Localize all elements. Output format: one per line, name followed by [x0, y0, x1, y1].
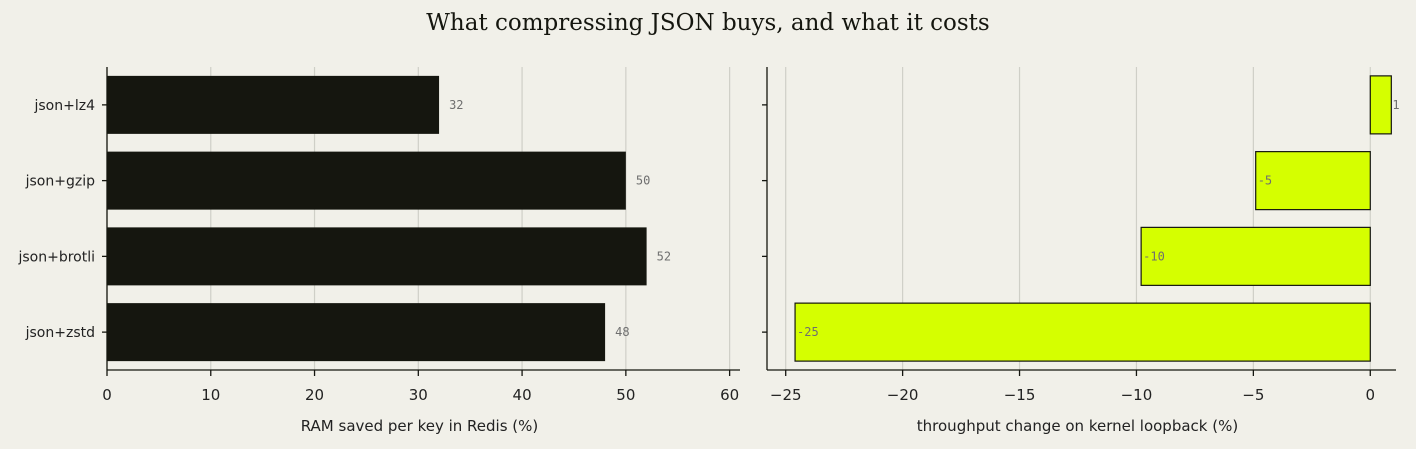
data-label: 1: [1392, 98, 1399, 112]
x-tick-label: 10: [201, 386, 220, 404]
bar-json-gzip: [107, 151, 626, 210]
category-label: json+gzip: [25, 174, 95, 190]
x-tick-label: 50: [616, 386, 635, 404]
bar-json-gzip: [1255, 151, 1371, 211]
bar-json-lz4: [1369, 75, 1392, 135]
data-label: -10: [1143, 249, 1165, 263]
x-tick-label: 30: [409, 386, 428, 404]
ram-saved-panel: 32 json+lz4 50 json+gzip 52 json+brotli 48 json…: [17, 67, 740, 435]
data-label: 32: [449, 98, 463, 112]
category-label: json+brotli: [17, 249, 95, 265]
category-label: json+zstd: [25, 325, 95, 341]
data-label: -5: [1258, 174, 1272, 188]
x-tick-label: 20: [305, 386, 324, 404]
bar-json-zstd: [107, 303, 606, 362]
data-label: 48: [615, 325, 629, 339]
category-label: json+lz4: [34, 98, 96, 114]
x-tick-label: −10: [1121, 386, 1153, 404]
bar-json-zstd: [794, 302, 1371, 362]
bar-json-brotli: [1140, 226, 1371, 286]
x-axis-title: RAM saved per key in Redis (%): [301, 417, 539, 435]
x-tick-label: −20: [887, 386, 919, 404]
chart-title: What compressing JSON buys, and what it …: [426, 10, 989, 36]
bar-json-brotli: [107, 227, 647, 286]
throughput-change-panel: 1 -5 -10 -25 −25 −20 −15 −10 −5 0 throughput chang…: [762, 67, 1400, 435]
x-tick-label: 0: [102, 386, 112, 404]
data-label: 52: [657, 249, 671, 263]
x-tick-label: −15: [1004, 386, 1036, 404]
x-axis-title: throughput change on kernel loopback (%): [917, 417, 1238, 435]
x-tick-label: 0: [1366, 386, 1376, 404]
x-tick-label: −25: [770, 386, 802, 404]
bar-json-lz4: [107, 75, 440, 134]
data-label: -25: [797, 325, 819, 339]
x-tick-label: 40: [513, 386, 532, 404]
x-tick-label: 60: [720, 386, 739, 404]
data-label: 50: [636, 174, 650, 188]
x-tick-label: −5: [1242, 386, 1264, 404]
